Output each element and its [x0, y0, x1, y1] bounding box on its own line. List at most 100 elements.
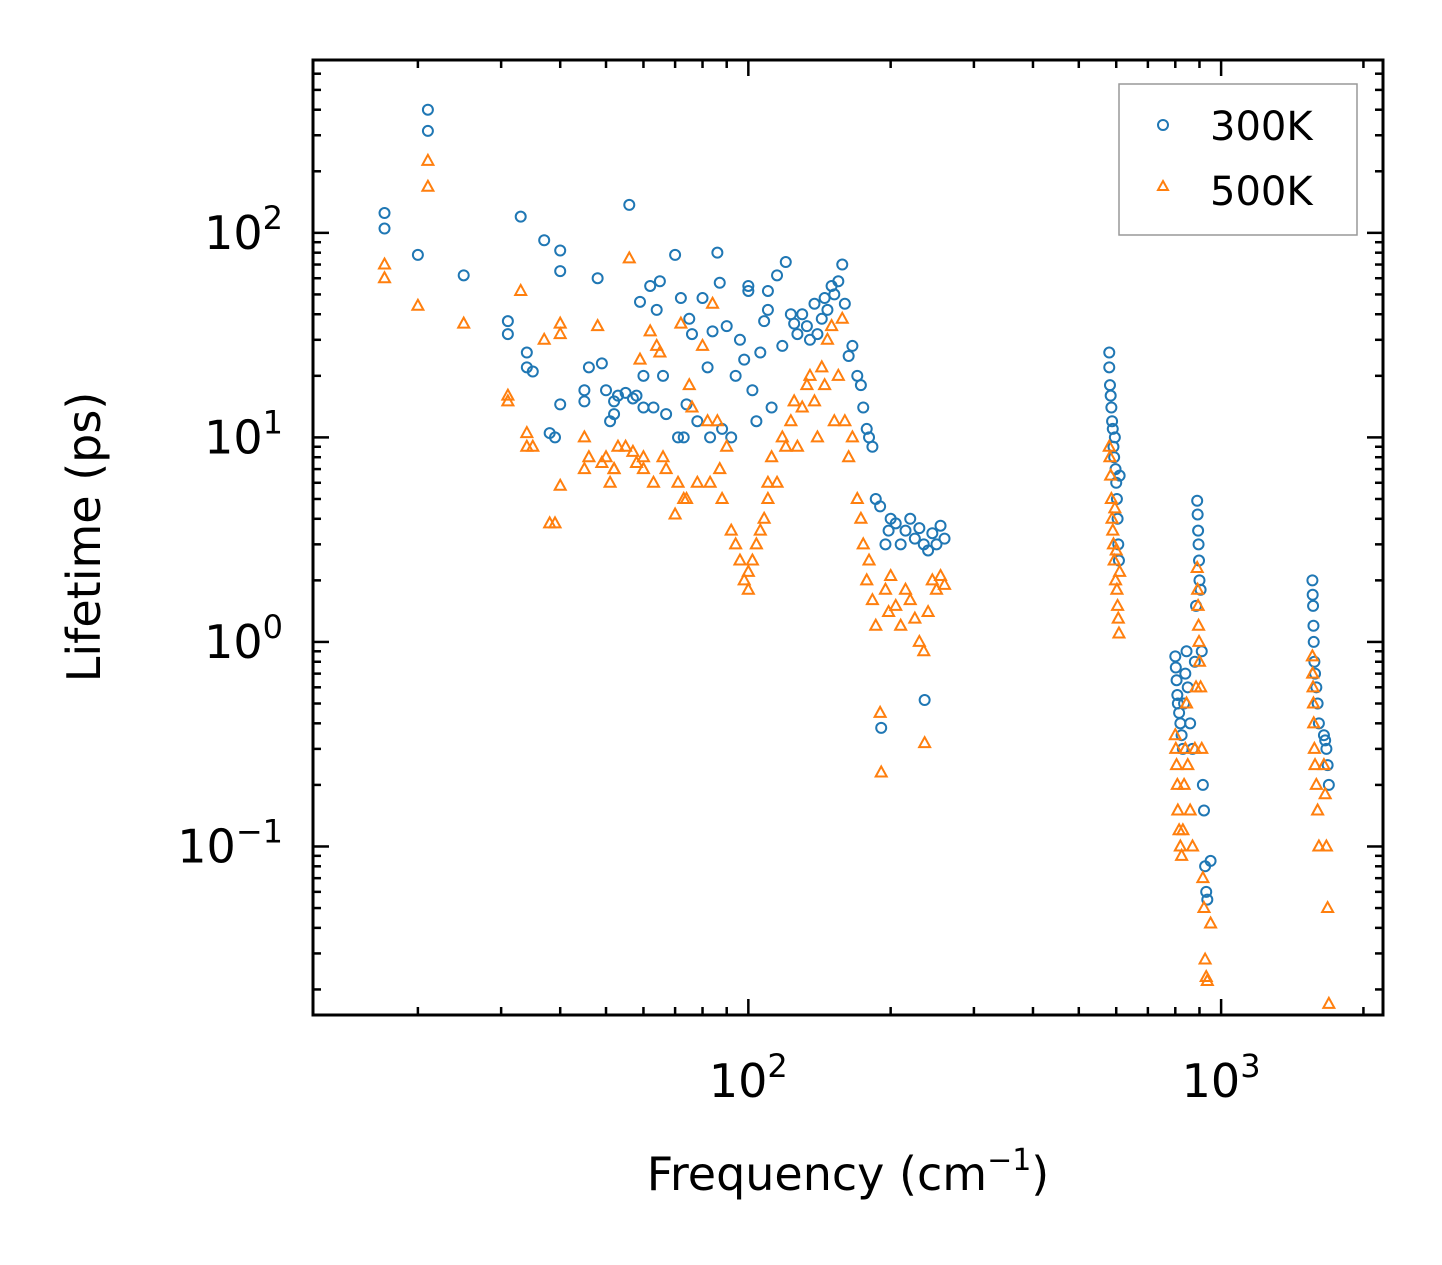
point-300k — [554, 265, 567, 278]
point-300k — [926, 527, 939, 540]
point-300k — [711, 246, 724, 259]
point-500k — [705, 295, 720, 309]
point-300k — [1170, 674, 1183, 687]
point-500k — [907, 610, 923, 624]
point-300k — [457, 269, 470, 282]
point-300k — [1191, 494, 1204, 507]
point-300k — [1104, 389, 1117, 402]
point-500k — [1168, 727, 1183, 741]
point-300k — [836, 258, 849, 271]
point-300k — [1319, 734, 1332, 747]
point-300k — [1307, 619, 1320, 632]
point-300k — [637, 401, 650, 414]
point-500k — [1307, 740, 1322, 754]
point-500k — [525, 438, 540, 452]
point-300k — [691, 415, 704, 428]
point-500k — [1107, 500, 1123, 514]
point-300k — [860, 422, 873, 435]
point-500k — [1309, 776, 1324, 790]
point-300k — [1103, 379, 1116, 392]
point-500k — [814, 359, 829, 373]
point-500k — [881, 603, 896, 618]
point-300k — [554, 398, 567, 411]
point-300k — [1184, 717, 1197, 730]
point-500k — [636, 461, 651, 475]
point-300k — [842, 350, 855, 363]
point-300k — [832, 275, 845, 288]
point-300k — [644, 279, 657, 292]
point-300k — [1320, 742, 1333, 755]
tick-labels: 102 103 10−1 100 101 102 — [177, 199, 1260, 1108]
point-300k — [421, 124, 434, 137]
point-500k — [537, 331, 552, 345]
point-500k — [775, 429, 790, 443]
point-300k — [1103, 346, 1116, 359]
point-300k — [611, 389, 624, 402]
point-500k — [1104, 510, 1120, 524]
point-500k — [799, 377, 815, 391]
point-300k — [526, 365, 539, 378]
point-500k — [916, 643, 931, 657]
point-300k — [750, 415, 763, 428]
point-500k — [724, 522, 739, 536]
point-300k — [818, 292, 831, 305]
point-500k — [682, 377, 697, 391]
point-300k — [677, 431, 690, 444]
point-300k — [713, 276, 726, 289]
point-500k — [1182, 802, 1198, 816]
point-300k — [626, 392, 639, 405]
point-300k — [846, 339, 859, 352]
point-300k — [549, 431, 562, 444]
point-300k — [922, 544, 935, 557]
point-300k — [904, 512, 917, 525]
point-500k — [500, 393, 516, 407]
point-500k — [1305, 648, 1320, 662]
point-500k — [577, 461, 592, 475]
point-500k — [917, 735, 932, 749]
point-500k — [581, 449, 597, 463]
point-300k — [672, 431, 685, 444]
point-300k — [623, 198, 636, 211]
point-500k — [1102, 449, 1118, 463]
x-tick-label: 103 — [1182, 1047, 1261, 1108]
point-500k — [377, 270, 392, 284]
point-500k — [741, 581, 756, 595]
point-500k — [1178, 740, 1193, 754]
point-300k — [1197, 804, 1210, 817]
point-500k — [714, 490, 730, 504]
point-500k — [841, 449, 856, 463]
point-500k — [835, 310, 850, 324]
point-300k — [378, 207, 391, 220]
point-300k — [595, 357, 608, 370]
point-300k — [746, 384, 759, 397]
point-300k — [501, 315, 514, 328]
point-300k — [1195, 645, 1208, 658]
point-300k — [1201, 893, 1214, 906]
point-500k — [1175, 822, 1191, 836]
point-300k — [582, 361, 595, 374]
point-500k — [850, 490, 865, 504]
point-300k — [1204, 854, 1217, 867]
point-300k — [685, 328, 698, 341]
point-300k — [808, 297, 821, 310]
point-300k — [857, 401, 870, 414]
point-500k — [519, 424, 535, 439]
point-500k — [790, 438, 805, 452]
point-300k — [1192, 538, 1205, 551]
point-300k — [854, 379, 867, 392]
point-500k — [1173, 838, 1188, 852]
point-300k — [720, 320, 733, 333]
point-500k — [1191, 617, 1206, 631]
point-500k — [817, 377, 832, 391]
point-300k — [875, 721, 888, 734]
point-300k — [729, 369, 742, 382]
point-300k — [634, 295, 647, 308]
point-500k — [1196, 899, 1212, 914]
point-300k — [538, 234, 551, 247]
point-500k — [1195, 870, 1211, 884]
legend-marker-500k — [1156, 178, 1170, 191]
point-500k — [553, 325, 568, 340]
point-300k — [1196, 778, 1209, 791]
point-500k — [1203, 915, 1218, 929]
point-300k — [1192, 524, 1205, 537]
